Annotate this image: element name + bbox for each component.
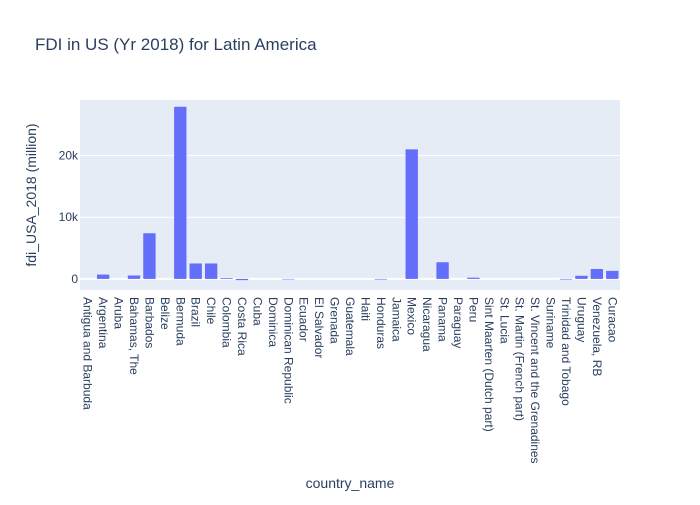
x-tick-label: Mexico <box>405 297 419 335</box>
bar[interactable] <box>375 279 387 280</box>
x-tick-label: Trinidad and Tobago <box>559 297 573 406</box>
x-tick-label: Barbados <box>142 297 156 348</box>
x-tick-label: Uruguay <box>574 297 588 342</box>
x-tick-label: El Salvador <box>312 297 326 358</box>
x-tick-label: Ecuador <box>297 297 311 342</box>
plot-background <box>80 100 620 290</box>
x-tick-label: Belize <box>158 297 172 330</box>
x-tick-label: Jamaica <box>389 297 403 342</box>
bar[interactable] <box>220 278 232 279</box>
bar[interactable] <box>436 262 448 279</box>
x-tick-label: Panama <box>436 297 450 342</box>
bar[interactable] <box>406 149 418 279</box>
x-tick-label: Antigua and Barbuda <box>81 297 95 410</box>
y-tick-label: 0 <box>71 272 78 286</box>
bar[interactable] <box>591 269 603 279</box>
x-tick-label: Peru <box>466 297 480 322</box>
x-tick-label: Colombia <box>220 297 234 348</box>
bar[interactable] <box>560 279 572 280</box>
bar[interactable] <box>97 275 109 279</box>
x-tick-label: Chile <box>204 297 218 325</box>
bar[interactable] <box>174 107 186 279</box>
bar[interactable] <box>236 279 248 280</box>
bar[interactable] <box>143 233 155 279</box>
x-axis-title: country_name <box>306 475 395 491</box>
x-tick-label: Brazil <box>189 297 203 327</box>
x-tick-label: St. Vincent and the Grenadines <box>528 297 542 464</box>
x-tick-label: Nicaragua <box>420 297 434 352</box>
x-tick-label: Grenada <box>328 297 342 344</box>
x-tick-label: St. Martin (French part) <box>513 297 527 421</box>
x-tick-label: St. Lucia <box>497 297 511 344</box>
x-tick-label: Bahamas, The <box>127 297 141 375</box>
bar[interactable] <box>205 263 217 278</box>
bar[interactable] <box>128 276 140 279</box>
x-tick-label: Curacao <box>605 297 619 343</box>
x-tick-label: Venezuela, RB <box>590 297 604 376</box>
x-tick-label: Argentina <box>96 297 110 349</box>
x-tick-label: Haiti <box>358 297 372 321</box>
x-tick-label: Paraguay <box>451 297 465 348</box>
x-tick-label: Sint Maarten (Dutch part) <box>482 297 496 432</box>
y-tick-label: 20k <box>59 149 79 163</box>
bar[interactable] <box>575 276 587 279</box>
x-tick-label: Costa Rica <box>235 297 249 356</box>
x-tick-label: Dominican Republic <box>281 297 295 404</box>
y-axis-ticks: 0 10k 20k <box>59 149 79 286</box>
x-tick-label: Bermuda <box>173 297 187 346</box>
x-tick-label: Cuba <box>250 297 264 326</box>
bar[interactable] <box>190 263 202 278</box>
bar[interactable] <box>606 271 618 279</box>
x-tick-label: Suriname <box>544 297 558 349</box>
y-axis-title: fdi_USA_2018 (million) <box>23 123 39 266</box>
x-tick-label: Aruba <box>112 297 126 329</box>
chart-title: FDI in US (Yr 2018) for Latin America <box>35 35 317 54</box>
x-tick-label: Honduras <box>374 297 388 349</box>
x-tick-label: Dominica <box>266 297 280 347</box>
x-tick-label: Guatemala <box>343 297 357 356</box>
y-tick-label: 10k <box>59 210 79 224</box>
bar[interactable] <box>467 278 479 279</box>
